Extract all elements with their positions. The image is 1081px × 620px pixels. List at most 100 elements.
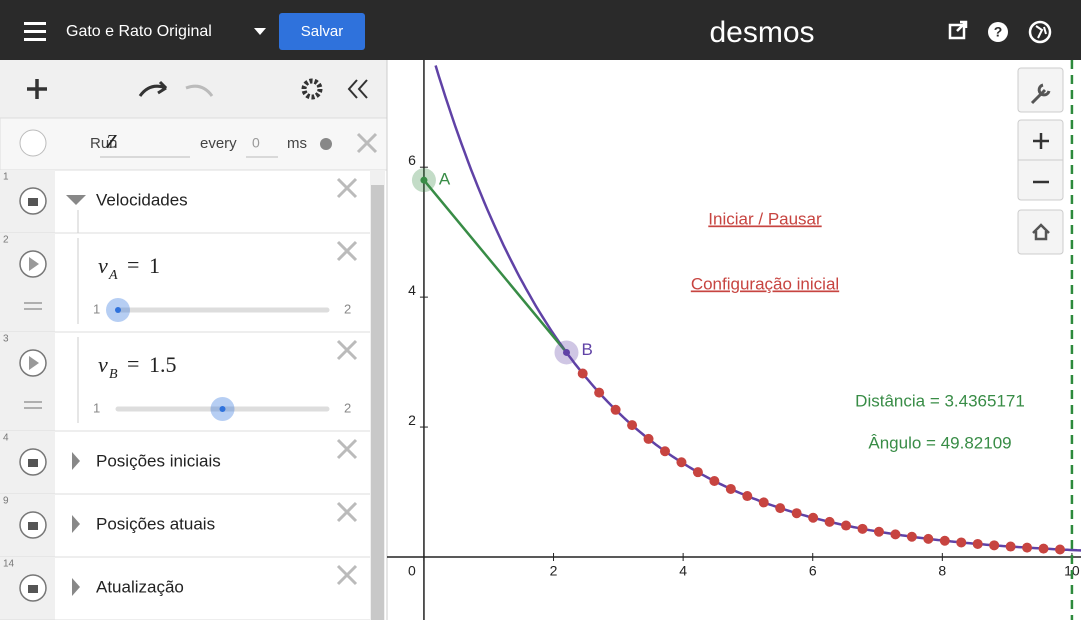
point-a-label: A — [439, 170, 451, 189]
action-link[interactable]: Configuração inicial — [691, 274, 839, 293]
add-button[interactable] — [27, 79, 47, 99]
point-b-label: B — [581, 340, 592, 359]
close-button[interactable] — [336, 501, 358, 523]
close-button[interactable] — [336, 240, 358, 262]
trail-dot — [725, 483, 736, 494]
trail-dot — [742, 491, 753, 502]
trail-dot — [643, 433, 654, 444]
close-button[interactable] — [336, 177, 358, 199]
ticker-close[interactable] — [356, 132, 378, 154]
slider-thumb[interactable] — [115, 307, 121, 313]
trail-dot — [1038, 543, 1049, 554]
folder-label: Posições iniciais — [96, 451, 221, 470]
zoom-in[interactable] — [1033, 133, 1049, 149]
action-link[interactable]: Iniciar / Pausar — [708, 209, 822, 228]
folder-toggle[interactable] — [72, 578, 80, 596]
help-icon[interactable]: ? — [988, 22, 1008, 42]
expression-index: 2 — [3, 235, 9, 246]
trail-dot — [873, 526, 884, 537]
trail-dot — [972, 538, 983, 549]
slider-min: 1 — [93, 301, 100, 316]
ticker-icon[interactable] — [19, 129, 47, 157]
folder-label: Velocidades — [96, 190, 188, 209]
slider-max: 2 — [344, 301, 351, 316]
point-b[interactable] — [562, 348, 570, 356]
folder-glyph — [28, 585, 38, 593]
svg-text:?: ? — [994, 24, 1003, 40]
toolbar — [0, 60, 387, 118]
language-icon[interactable] — [1028, 20, 1052, 44]
readout: Distância = 3.4365171 — [855, 391, 1025, 410]
zoom-controls — [1017, 67, 1064, 255]
loop-glyph — [24, 302, 42, 310]
trail-dot — [791, 508, 802, 519]
folder-toggle[interactable] — [72, 452, 80, 470]
close-button[interactable] — [336, 339, 358, 361]
x-tick-label: 4 — [679, 563, 687, 579]
readout: Ângulo = 49.82109 — [868, 433, 1011, 452]
play-glyph[interactable] — [29, 356, 39, 370]
graph-area: 0246810246ABIniciar / PausarConfiguração… — [387, 60, 1081, 620]
scrollbar-thumb[interactable] — [371, 185, 384, 620]
trail-dot — [692, 467, 703, 478]
ticker-interval[interactable]: 0 — [252, 135, 260, 151]
point-a[interactable] — [420, 176, 428, 184]
folder-glyph — [28, 522, 38, 530]
expression-index: 3 — [3, 334, 9, 345]
expression-var: v — [98, 352, 108, 377]
close-button[interactable] — [336, 564, 358, 586]
expression-gutter — [0, 332, 55, 431]
chase-line — [422, 179, 568, 354]
save-button[interactable] — [279, 13, 365, 50]
folder-toggle[interactable] — [72, 515, 80, 533]
close-button[interactable] — [336, 438, 358, 460]
collapse-button[interactable] — [347, 79, 368, 99]
trail-dot — [808, 512, 819, 523]
ticker-variable[interactable]: Z — [106, 131, 117, 152]
expression-value: 1.5 — [149, 352, 177, 377]
trail-dot — [956, 537, 967, 548]
ticker-every: every — [200, 135, 237, 152]
ticker-help[interactable] — [320, 138, 332, 150]
trail-dot — [841, 520, 852, 531]
redo-button[interactable] — [185, 84, 214, 97]
folder-label: Posições atuais — [96, 514, 215, 533]
expression-index: 9 — [3, 496, 9, 507]
home-button[interactable] — [1017, 209, 1064, 255]
top-bar — [0, 0, 1081, 60]
trail-dot — [939, 535, 950, 546]
curve — [434, 65, 1081, 552]
title-dropdown[interactable] — [254, 28, 266, 35]
trail-dot — [1005, 541, 1016, 552]
slider-min: 1 — [93, 400, 100, 415]
expression-op: = — [127, 252, 139, 277]
trail-dot — [906, 531, 917, 542]
play-glyph[interactable] — [29, 257, 39, 271]
trail-dot — [577, 368, 588, 379]
trail-dot — [824, 516, 835, 527]
expression-index: 1 — [3, 172, 9, 183]
expression-gutter — [0, 233, 55, 332]
trail-dot — [709, 476, 720, 487]
share-icon[interactable] — [948, 20, 968, 40]
undo-button[interactable] — [138, 80, 168, 97]
menu-icon[interactable] — [24, 22, 46, 41]
trail-dot — [659, 446, 670, 457]
ticker-unit: ms — [287, 135, 307, 152]
trail-dot — [594, 387, 605, 398]
settings-button[interactable] — [301, 78, 323, 100]
expression-value: 1 — [149, 253, 160, 278]
graph-title[interactable]: Gato e Rato Original — [66, 23, 212, 40]
expression-op: = — [127, 351, 139, 376]
x-tick-label: 6 — [809, 563, 817, 579]
folder-glyph — [28, 198, 38, 206]
slider-thumb[interactable] — [219, 406, 226, 412]
trail-dot — [758, 497, 769, 508]
trail-dot — [923, 533, 934, 544]
trail-dot — [890, 529, 901, 540]
folder-toggle[interactable] — [66, 195, 86, 205]
save-label[interactable]: Salvar — [301, 23, 344, 40]
